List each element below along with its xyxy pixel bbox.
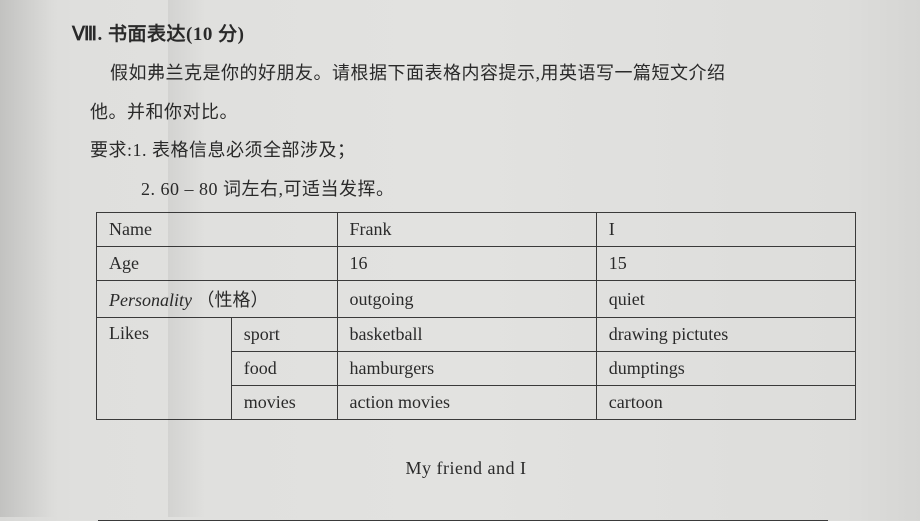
- section-number: Ⅷ.: [72, 24, 103, 45]
- prompt-line-2: 他。并和你对比。: [72, 97, 860, 129]
- cell-sport-frank: basketball: [337, 318, 596, 352]
- cell-name-i: I: [596, 213, 855, 247]
- section-header: Ⅷ. 书面表达(10 分): [72, 18, 860, 51]
- cell-food-i: dumptings: [596, 352, 855, 386]
- cell-name-frank: Frank: [337, 213, 596, 247]
- personality-zh: （性格）: [197, 290, 269, 310]
- table-row: Likes sport basketball drawing pictutes: [97, 318, 856, 352]
- cell-personality-i: quiet: [596, 281, 855, 318]
- table-row: Name Frank I: [97, 213, 856, 247]
- table-row: Personality （性格） outgoing quiet: [97, 281, 856, 318]
- cell-name-label: Name: [97, 213, 338, 247]
- cell-movies-i: cartoon: [596, 386, 855, 420]
- page-shadow-left: [0, 0, 55, 517]
- essay-title: My friend and I: [72, 458, 860, 479]
- table-row: Age 16 15: [97, 247, 856, 281]
- cell-sport-i: drawing pictutes: [596, 318, 855, 352]
- req-1: 1. 表格信息必须全部涉及；: [133, 140, 356, 160]
- section-title: 书面表达: [108, 24, 186, 45]
- requirements-line-2: 2. 60 – 80 词左右,可适当发挥。: [72, 174, 860, 206]
- cell-likes-label: Likes: [97, 318, 232, 420]
- cell-food-sub: food: [231, 352, 337, 386]
- prompt-line-1: 假如弗兰克是你的好朋友。请根据下面表格内容提示,用英语写一篇短文介绍: [72, 58, 860, 90]
- cell-personality-frank: outgoing: [337, 281, 596, 318]
- cell-age-frank: 16: [337, 247, 596, 281]
- cell-movies-sub: movies: [231, 386, 337, 420]
- cell-movies-frank: action movies: [337, 386, 596, 420]
- cell-age-label: Age: [97, 247, 338, 281]
- req-label: 要求:: [90, 140, 133, 160]
- requirements-line-1: 要求:1. 表格信息必须全部涉及；: [72, 135, 860, 167]
- cell-personality-label: Personality （性格）: [97, 281, 338, 318]
- cell-sport-sub: sport: [231, 318, 337, 352]
- cell-age-i: 15: [596, 247, 855, 281]
- section-points: (10 分): [186, 24, 244, 45]
- info-table: Name Frank I Age 16 15 Personality （性格） …: [96, 212, 856, 420]
- cell-food-frank: hamburgers: [337, 352, 596, 386]
- personality-en: Personality: [109, 290, 192, 310]
